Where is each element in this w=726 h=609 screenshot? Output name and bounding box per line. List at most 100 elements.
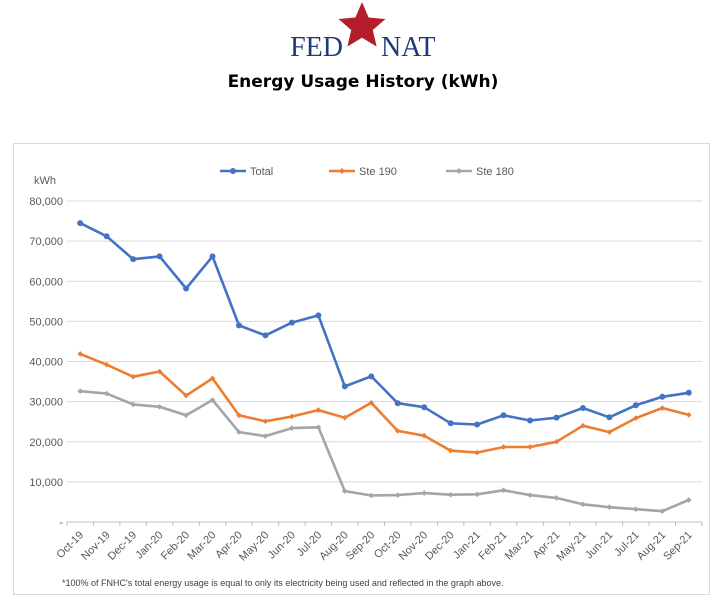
- data-point: [209, 375, 216, 382]
- data-point: [606, 414, 613, 421]
- data-point: [236, 429, 242, 435]
- x-tick-label: Sep-21: [661, 529, 695, 563]
- y-tick-label: 40,000: [29, 357, 63, 369]
- y-tick-label: 60,000: [29, 276, 63, 288]
- x-tick-label: Sep-20: [344, 529, 378, 563]
- legend-label: Total: [250, 166, 273, 178]
- fednat-logo: FED NAT: [0, 0, 726, 62]
- data-point: [130, 256, 137, 263]
- y-tick-label: 70,000: [29, 236, 63, 248]
- data-point: [447, 447, 454, 454]
- series-line: [79, 352, 690, 454]
- legend-label: Ste 190: [359, 166, 397, 178]
- data-point: [659, 508, 666, 514]
- data-point: [527, 444, 533, 450]
- data-point: [77, 351, 84, 357]
- x-tick-label: Feb-20: [159, 529, 192, 562]
- y-tick-label: 50,000: [29, 316, 63, 328]
- y-tick-label: 10,000: [29, 477, 63, 489]
- data-point: [103, 390, 110, 397]
- data-point: [394, 400, 401, 407]
- data-point: [156, 368, 163, 375]
- y-tick-label: 20,000: [29, 437, 63, 449]
- data-point: [632, 402, 639, 409]
- data-point: [606, 504, 613, 510]
- data-point: [659, 393, 666, 400]
- data-point: [315, 407, 322, 413]
- energy-line-chart: - 10,000 20,000 30,000 40,000 50,000 60,000 70,…: [29, 166, 703, 564]
- data-point: [474, 449, 480, 456]
- data-point: [209, 253, 216, 260]
- data-point: [606, 429, 613, 435]
- y-axis-label: kWh: [34, 175, 56, 187]
- x-tick-label: Dec-20: [423, 529, 457, 563]
- data-point: [527, 492, 533, 498]
- data-point: [685, 412, 692, 418]
- legend-marker: [230, 168, 236, 174]
- data-point: [474, 491, 480, 498]
- data-point: [156, 404, 163, 410]
- data-point: [289, 413, 295, 420]
- data-point: [235, 322, 242, 329]
- x-tick-label: May-20: [237, 529, 271, 563]
- data-point: [633, 506, 639, 512]
- data-point: [500, 487, 507, 494]
- data-point: [288, 319, 295, 326]
- data-point: [394, 428, 401, 434]
- data-point: [77, 220, 84, 227]
- data-point: [315, 312, 322, 319]
- data-point: [421, 432, 427, 439]
- y-tick-label: -: [59, 517, 63, 529]
- data-point: [77, 388, 84, 394]
- data-point: [289, 425, 295, 431]
- series-line: [79, 221, 689, 426]
- data-point: [368, 373, 375, 380]
- data-point: [368, 492, 375, 499]
- chart-frame: - 10,000 20,000 30,000 40,000 50,000 60,000 70,…: [13, 143, 710, 595]
- data-point: [341, 383, 348, 390]
- legend-marker: [339, 168, 345, 174]
- page-title: Energy Usage History (kWh): [227, 72, 499, 92]
- data-point: [342, 414, 348, 421]
- data-point: [553, 438, 560, 445]
- data-point: [527, 417, 534, 424]
- data-point: [474, 421, 481, 428]
- data-point: [368, 400, 375, 406]
- x-tick-label: May-21: [555, 529, 589, 563]
- data-point: [342, 488, 348, 494]
- data-point: [421, 490, 427, 496]
- data-point: [315, 424, 322, 431]
- data-point: [580, 501, 586, 508]
- x-tick-label: Jun-21: [583, 529, 615, 561]
- logo-text-left: FED: [290, 32, 343, 62]
- data-point: [236, 412, 242, 419]
- data-point: [262, 418, 269, 425]
- data-point: [659, 405, 666, 411]
- data-point: [553, 495, 560, 501]
- data-point: [447, 491, 454, 498]
- data-point: [685, 497, 692, 503]
- x-tick-label: Jun-20: [266, 529, 298, 561]
- data-point: [500, 412, 507, 419]
- data-point: [156, 253, 163, 260]
- data-point: [394, 492, 401, 498]
- data-point: [447, 420, 454, 427]
- legend-marker: [456, 168, 462, 174]
- x-tick-label: Feb-21: [476, 529, 509, 562]
- data-point: [262, 332, 269, 339]
- data-point: [183, 412, 189, 419]
- data-point: [421, 404, 428, 411]
- y-tick-label: 30,000: [29, 397, 63, 409]
- data-point: [500, 444, 507, 450]
- logo-text-right: NAT: [381, 32, 435, 62]
- x-tick-label: Mar-21: [503, 529, 536, 562]
- footnote: *100% of FNHC's total energy usage is eq…: [62, 578, 504, 588]
- data-point: [183, 392, 189, 399]
- x-tick-label: Dec-19: [106, 529, 140, 563]
- data-point: [633, 415, 639, 421]
- data-point: [580, 422, 586, 429]
- data-point: [262, 433, 269, 439]
- data-point: [685, 389, 692, 396]
- data-point: [183, 285, 190, 292]
- data-point: [553, 414, 560, 421]
